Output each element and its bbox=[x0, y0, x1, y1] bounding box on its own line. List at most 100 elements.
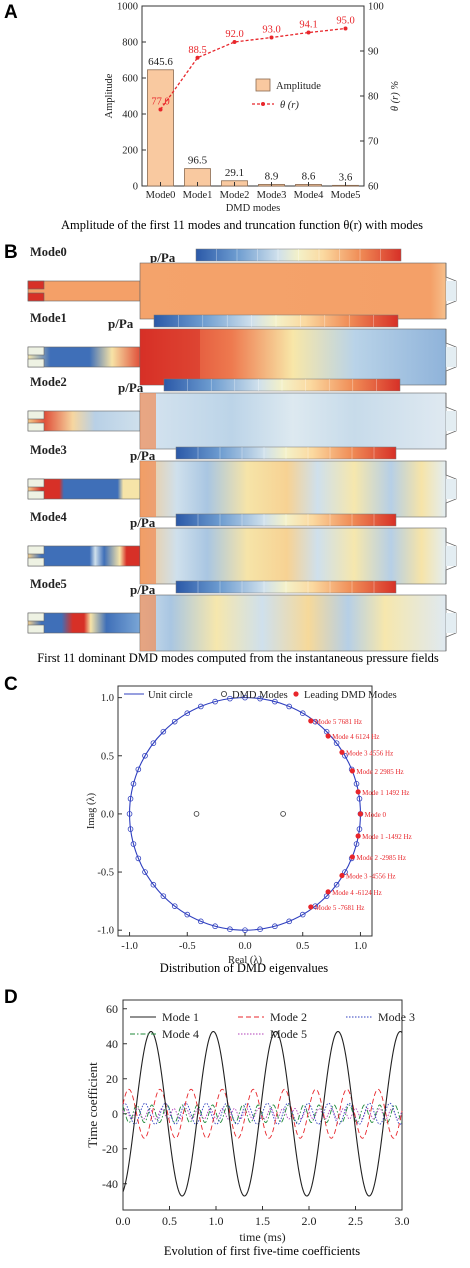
leading-mode-label: Mode 2 2985 Hz bbox=[356, 768, 403, 776]
leading-mode-point bbox=[339, 749, 345, 755]
y2-tick-label: 60 bbox=[368, 182, 379, 193]
y2-tick-label: 100 bbox=[368, 2, 384, 13]
y-tick-label: 200 bbox=[122, 146, 138, 157]
injector-lower bbox=[27, 292, 45, 302]
x-axis-label: Real (λ) bbox=[228, 955, 262, 966]
combustion-chamber-field bbox=[139, 527, 447, 585]
dmd-mode-point bbox=[286, 918, 292, 925]
theta-value-label: 93.0 bbox=[262, 25, 280, 36]
colorbar-title: p/Pa bbox=[118, 380, 144, 395]
dmd-mode-point bbox=[212, 923, 218, 930]
x-tick-label: 2.0 bbox=[302, 1214, 317, 1228]
bar-value-label: 29.1 bbox=[225, 167, 244, 179]
leading-mode-label: Mode 4 -6124 Hz bbox=[332, 889, 382, 897]
x-tick-label: 0.5 bbox=[296, 941, 309, 952]
chamber-front-region bbox=[140, 461, 156, 517]
leading-mode-label: Mode 4 6124 Hz bbox=[332, 733, 379, 741]
y-tick-label: 0 bbox=[112, 1107, 118, 1121]
mode-name: Mode4 bbox=[30, 510, 68, 524]
leading-mode-point bbox=[355, 833, 361, 839]
legend-label-mode-5: Mode 5 bbox=[270, 1027, 307, 1041]
x-tick-label: 1.0 bbox=[354, 941, 367, 952]
y-tick-label: 1.0 bbox=[101, 693, 114, 704]
bar-value-label: 8.6 bbox=[302, 170, 316, 182]
injector-lower bbox=[27, 422, 45, 432]
dmd-mode-point bbox=[342, 752, 348, 759]
legend-swatch-theta-dot bbox=[261, 102, 265, 106]
inlet-duct bbox=[27, 612, 141, 634]
y-tick-label: 60 bbox=[106, 1002, 118, 1016]
legend-label-mode-1: Mode 1 bbox=[162, 1010, 199, 1024]
dmd-mode-point bbox=[257, 695, 263, 702]
series-line-mode-3 bbox=[122, 1102, 403, 1125]
leading-mode-point bbox=[325, 733, 331, 739]
bar-value-label: 3.6 bbox=[339, 171, 353, 183]
nozzle-throat bbox=[446, 281, 456, 301]
series-line-mode-4 bbox=[122, 1104, 403, 1123]
leading-mode-label: Mode 2 -2985 Hz bbox=[356, 854, 406, 862]
x-tick-label: 0.0 bbox=[116, 1214, 131, 1228]
legend-label-unit-circle: Unit circle bbox=[148, 690, 193, 701]
combustion-chamber-field bbox=[139, 262, 447, 320]
dmd-mode-point bbox=[193, 811, 200, 817]
nozzle-throat bbox=[446, 479, 456, 499]
y2-tick-label: 80 bbox=[368, 92, 379, 103]
inlet-duct bbox=[27, 410, 141, 432]
y2-axis-label: θ (r) % bbox=[390, 81, 401, 111]
injector-upper bbox=[27, 478, 45, 488]
dmd-mode-point bbox=[299, 710, 306, 717]
x-tick-label: 2.5 bbox=[348, 1214, 363, 1228]
leading-mode-point bbox=[349, 854, 355, 860]
y-axis-label: Time coefficient bbox=[85, 1062, 100, 1148]
panel-d-label: D bbox=[4, 987, 18, 1008]
theta-point bbox=[232, 40, 237, 44]
colorbar-title: p/Pa bbox=[130, 582, 156, 597]
leading-mode-label: Mode 1 -1492 Hz bbox=[362, 833, 412, 841]
leading-mode-point bbox=[355, 789, 361, 795]
x-tick-label: Mode5 bbox=[331, 190, 361, 201]
inlet-duct bbox=[27, 280, 141, 302]
dmd-mode-point bbox=[356, 826, 363, 832]
colorbar-title: p/Pa bbox=[150, 250, 176, 265]
x-tick-label: Mode0 bbox=[146, 190, 176, 201]
theta-value-label: 92.0 bbox=[225, 29, 243, 40]
y-tick-label: 0 bbox=[133, 182, 138, 193]
x-tick-label: Mode4 bbox=[294, 190, 324, 201]
dmd-mode-point bbox=[142, 752, 148, 759]
combustion-chamber-field bbox=[139, 594, 447, 652]
mode-name: Mode1 bbox=[30, 311, 67, 325]
leading-mode-label: Mode 3 4556 Hz bbox=[346, 749, 393, 757]
dmd-mode-point bbox=[333, 881, 340, 888]
dmd-mode-point bbox=[150, 740, 157, 746]
legend-label-theta: θ (r) bbox=[280, 100, 299, 111]
leading-mode-label: Mode 0 bbox=[364, 811, 386, 819]
legend-swatch-dmd-modes bbox=[220, 691, 227, 698]
dmd-mode-point bbox=[130, 841, 137, 847]
dmd-mode-point bbox=[353, 781, 360, 787]
theta-point bbox=[306, 30, 311, 35]
chamber-front-region bbox=[140, 595, 156, 651]
leading-mode-point bbox=[308, 718, 314, 724]
dmd-mode-point bbox=[280, 811, 286, 817]
dmd-mode-point bbox=[227, 695, 233, 702]
dmd-mode-point bbox=[142, 869, 148, 875]
injector-lower bbox=[27, 358, 45, 368]
leading-mode-point bbox=[308, 904, 314, 910]
chamber-front-region bbox=[140, 329, 200, 385]
leading-mode-point bbox=[349, 768, 355, 774]
x-tick-label: 1.0 bbox=[209, 1214, 224, 1228]
leading-mode-label: Mode 5 7681 Hz bbox=[315, 718, 362, 726]
nozzle-throat bbox=[446, 347, 456, 367]
y-tick-label: 600 bbox=[122, 74, 138, 85]
y-tick-label: 40 bbox=[106, 1037, 118, 1051]
dmd-mode-point bbox=[272, 923, 278, 930]
leading-mode-point bbox=[325, 889, 331, 895]
x-tick-label: -0.5 bbox=[179, 941, 196, 952]
x-tick-label: 3.0 bbox=[395, 1214, 410, 1228]
injector-upper bbox=[27, 410, 45, 420]
dmd-mode-point bbox=[242, 694, 248, 701]
dmd-mode-point bbox=[184, 911, 191, 918]
dmd-mode-point bbox=[198, 703, 204, 710]
y-tick-label: 800 bbox=[122, 38, 138, 49]
injector-upper bbox=[27, 612, 45, 622]
